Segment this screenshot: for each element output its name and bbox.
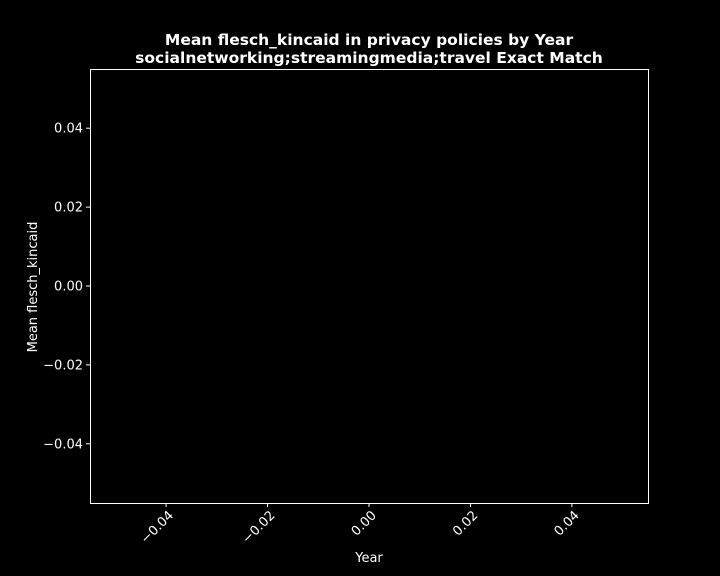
x-tick-label: 0.00 <box>349 508 380 539</box>
y-tick-label: −0.04 <box>43 437 83 452</box>
x-tick-label: −0.02 <box>240 508 279 547</box>
x-tick-label: 0.02 <box>450 508 481 539</box>
y-axis-label: Mean flesch_kincaid <box>26 222 41 353</box>
y-axis-ticks: 0.04 0.02 0.00 −0.02 −0.04 <box>43 122 90 452</box>
y-tick-label: 0.02 <box>54 201 83 216</box>
y-tick-label: 0.00 <box>54 280 83 295</box>
chart-title-line-1: Mean flesch_kincaid in privacy policies … <box>165 31 574 49</box>
x-tick-label: −0.04 <box>138 508 177 547</box>
x-tick-label: 0.04 <box>552 508 583 539</box>
x-axis-ticks: −0.04 −0.02 0.00 0.02 0.04 <box>138 503 583 547</box>
chart-title-line-2: socialnetworking;streamingmedia;travel E… <box>135 49 603 67</box>
y-tick-label: −0.02 <box>43 358 83 373</box>
x-axis-label: Year <box>354 551 383 566</box>
plot-area <box>90 69 649 504</box>
y-tick-label: 0.04 <box>54 122 83 137</box>
